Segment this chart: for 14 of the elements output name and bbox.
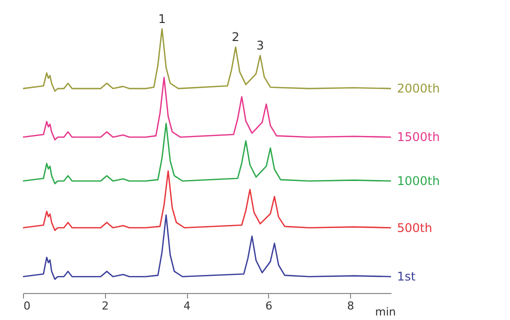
- series-label: 1500th: [397, 130, 440, 144]
- x-tick-label: 8: [347, 300, 354, 312]
- x-tick-label: 4: [184, 300, 191, 312]
- annotation: 1: [158, 12, 166, 26]
- series-label: 2000th: [397, 82, 440, 96]
- series-label: 1st: [397, 270, 416, 284]
- x-tick-label: 0: [24, 300, 30, 312]
- series-label: 1000th: [397, 174, 440, 188]
- series-label: 500th: [397, 220, 432, 235]
- annotation: 3: [256, 38, 264, 53]
- x-tick-label: 6: [265, 300, 272, 312]
- x-axis-title: min: [375, 306, 396, 318]
- x-tick-label: 2: [102, 300, 109, 312]
- annotation: 2: [232, 30, 240, 44]
